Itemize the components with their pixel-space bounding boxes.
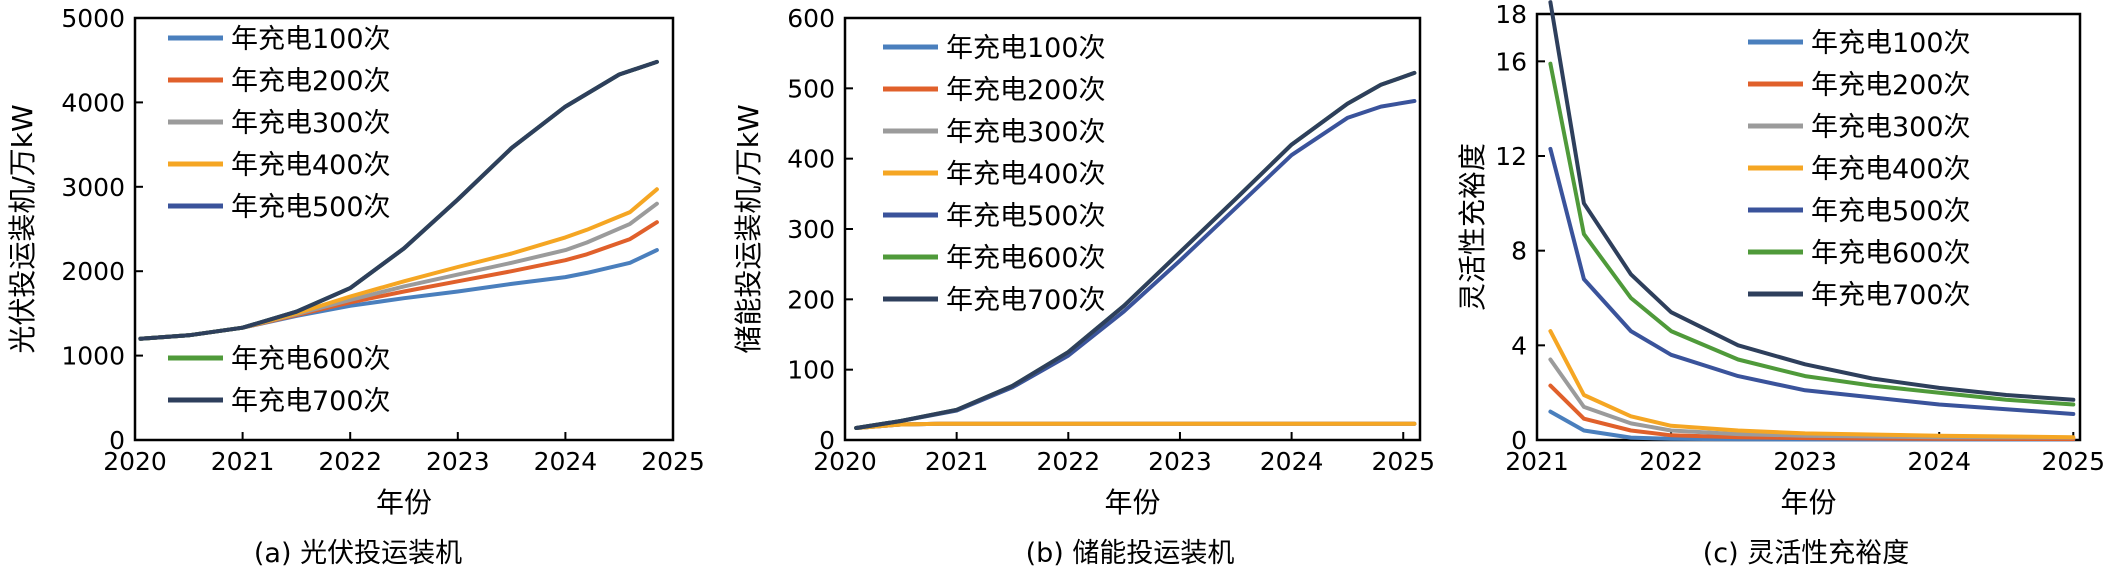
y-tick-label: 0 <box>109 426 125 455</box>
chart-caption: (c) 灵活性充裕度 <box>1703 538 1910 569</box>
legend-label: 年充电300次 <box>231 108 391 139</box>
legend-label: 年充电600次 <box>231 344 391 375</box>
series-line-400 <box>854 421 1417 430</box>
x-tick-label: 2023 <box>1148 447 1212 476</box>
x-axis-title: 年份 <box>1780 486 1836 519</box>
series-line-500 <box>1548 146 2076 416</box>
series-line-500 <box>854 99 1417 430</box>
y-tick-label: 0 <box>819 426 835 455</box>
y-tick-label: 500 <box>787 74 835 103</box>
x-tick-label: 2020 <box>103 447 167 476</box>
y-tick-label: 8 <box>1511 237 1527 266</box>
legend-label: 年充电200次 <box>1811 70 1971 101</box>
x-axis-title: 年份 <box>1104 486 1160 519</box>
legend-label: 年充电400次 <box>231 150 391 181</box>
y-tick-label: 12 <box>1495 142 1527 171</box>
y-axis-title: 光伏投运装机/万kW <box>6 104 39 353</box>
y-tick-label: 3000 <box>61 173 125 202</box>
series-line-600 <box>854 70 1417 430</box>
legend-label: 年充电500次 <box>946 201 1106 232</box>
legend-label: 年充电100次 <box>1811 28 1971 59</box>
legend-label: 年充电300次 <box>946 117 1106 148</box>
series-line-700 <box>854 70 1417 430</box>
y-tick-label: 300 <box>787 215 835 244</box>
y-tick-label: 4 <box>1511 331 1527 360</box>
legend-label: 年充电700次 <box>1811 280 1971 311</box>
y-tick-label: 400 <box>787 145 835 174</box>
x-tick-label: 2025 <box>641 447 705 476</box>
x-tick-label: 2022 <box>1639 447 1703 476</box>
x-tick-label: 2024 <box>534 447 598 476</box>
y-tick-label: 16 <box>1495 47 1527 76</box>
x-tick-label: 2024 <box>1260 447 1324 476</box>
x-tick-label: 2024 <box>1907 447 1971 476</box>
y-tick-label: 4000 <box>61 88 125 117</box>
y-axis-title: 灵活性充裕度 <box>1456 143 1489 311</box>
chart-1: 2020 2021 2022 2023 2024 2025 0 1000 2000 3000 400… <box>6 4 705 569</box>
y-tick-label: 200 <box>787 285 835 314</box>
chart-2: 2020 2021 2022 2023 2024 2025 0 100 200 300 400 500… <box>732 4 1435 569</box>
legend-label: 年充电700次 <box>946 285 1106 316</box>
legend-label: 年充电300次 <box>1811 112 1971 143</box>
legend-label: 年充电600次 <box>946 243 1106 274</box>
legend-label: 年充电400次 <box>1811 154 1971 185</box>
y-tick-label: 100 <box>787 356 835 385</box>
x-tick-label: 2022 <box>318 447 382 476</box>
series-line-300 <box>138 201 659 341</box>
x-tick-label: 2022 <box>1036 447 1100 476</box>
legend-label: 年充电500次 <box>231 192 391 223</box>
series-line-400 <box>1548 329 2076 440</box>
x-tick-label: 2025 <box>1371 447 1435 476</box>
legend-label: 年充电100次 <box>231 24 391 55</box>
legend-label: 年充电500次 <box>1811 196 1971 227</box>
y-axis-title: 储能投运装机/万kW <box>732 104 765 353</box>
legend-label: 年充电200次 <box>231 66 391 97</box>
chart-caption: (b) 储能投运装机 <box>1026 538 1235 569</box>
x-tick-label: 2021 <box>925 447 989 476</box>
legend-label: 年充电700次 <box>231 386 391 417</box>
x-tick-label: 2023 <box>426 447 490 476</box>
x-tick-label: 2025 <box>2041 447 2105 476</box>
plot-frame <box>133 16 675 442</box>
y-tick-label: 2000 <box>61 257 125 286</box>
legend-label: 年充电200次 <box>946 75 1106 106</box>
x-tick-label: 2021 <box>1505 447 1569 476</box>
y-tick-label: 5000 <box>61 4 125 33</box>
x-tick-label: 2021 <box>211 447 275 476</box>
chart-3: 2021 2022 2023 2024 2025 0 4 8 12 16 18 年份 灵活性充裕度 (c)… <box>1456 0 2105 569</box>
series-line-700 <box>138 59 659 341</box>
y-tick-label: 1000 <box>61 342 125 371</box>
series-line-200 <box>138 220 659 341</box>
series-line-400 <box>138 187 659 341</box>
series-line-600 <box>1548 61 2076 407</box>
y-tick-label: 18 <box>1495 0 1527 29</box>
y-tick-label: 600 <box>787 4 835 33</box>
x-tick-label: 2020 <box>813 447 877 476</box>
x-tick-label: 2023 <box>1773 447 1837 476</box>
y-tick-label: 0 <box>1511 426 1527 455</box>
legend-label: 年充电400次 <box>946 159 1106 190</box>
legend-label: 年充电100次 <box>946 33 1106 64</box>
x-axis-title: 年份 <box>376 486 432 519</box>
chart-caption: (a) 光伏投运装机 <box>254 538 462 569</box>
plot-frame <box>843 16 1422 442</box>
legend-label: 年充电600次 <box>1811 238 1971 269</box>
series-line-700 <box>1548 0 2076 402</box>
